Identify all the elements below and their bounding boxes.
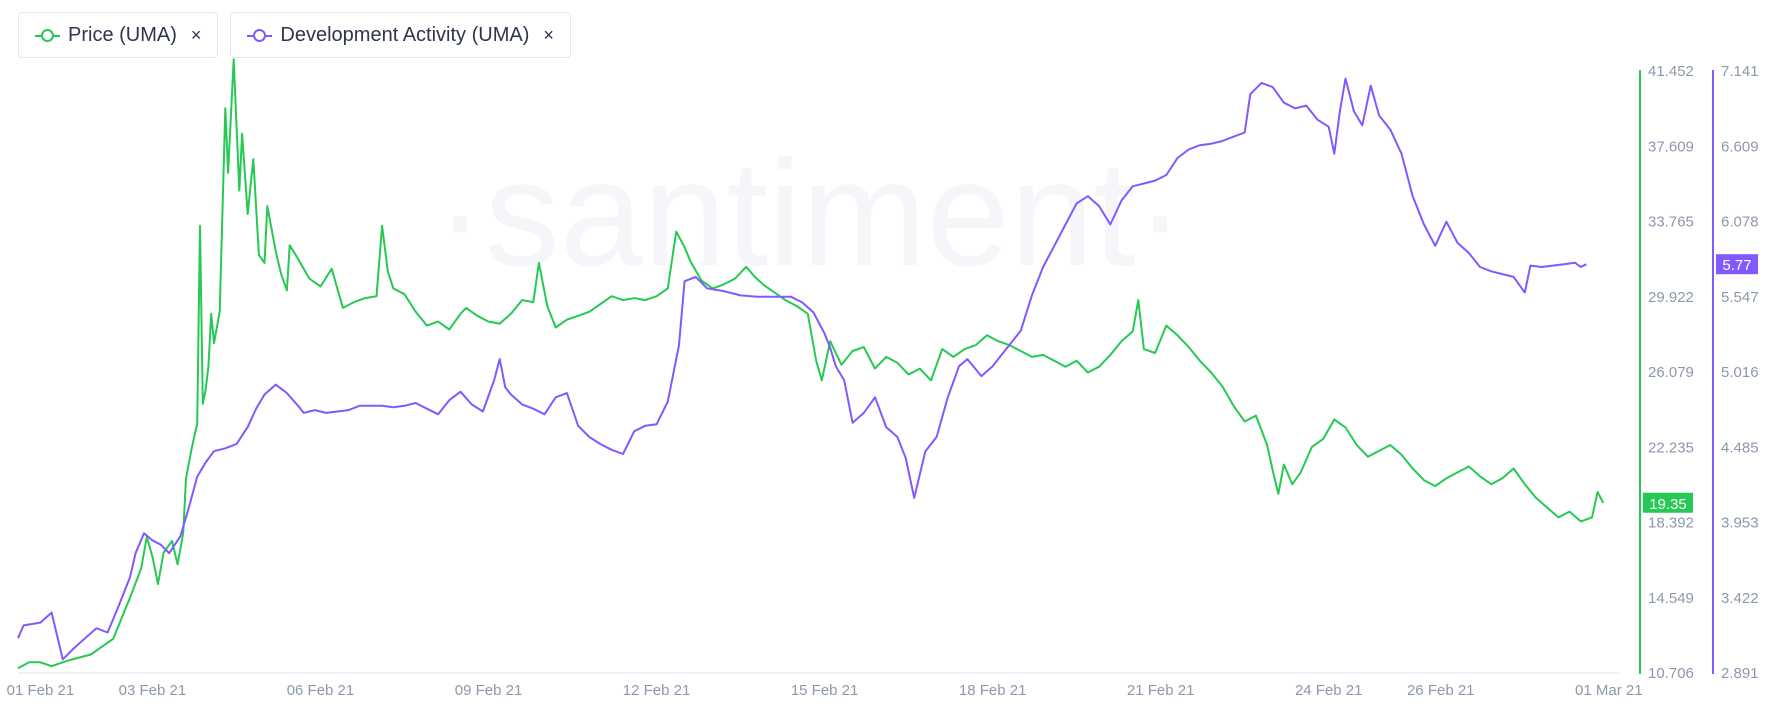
x-tick-label: 24 Feb 21 bbox=[1295, 682, 1363, 699]
legend-chip-dev-activity[interactable]: Development Activity (UMA) × bbox=[230, 12, 571, 58]
dev-activity-last-value-badge bbox=[1716, 254, 1758, 275]
price-axis-tick-label: 22.235 bbox=[1648, 439, 1694, 456]
dev-activity-last-value-label: 5.77 bbox=[1722, 257, 1751, 274]
price-axis-tick-label: 37.609 bbox=[1648, 138, 1694, 155]
legend-chip-price[interactable]: Price (UMA) × bbox=[18, 12, 219, 58]
dev-activity-axis-tick-label: 3.953 bbox=[1721, 515, 1759, 532]
x-tick-label: 09 Feb 21 bbox=[455, 682, 523, 699]
price-line-icon bbox=[35, 28, 60, 42]
plot-area bbox=[17, 58, 1605, 670]
dev-activity-axis-tick-label: 4.485 bbox=[1721, 439, 1759, 456]
dev-activity-axis-tick-label: 7.141 bbox=[1721, 63, 1759, 80]
legend-label-price: Price (UMA) bbox=[68, 23, 177, 46]
dev-activity-axis-tick-label: 6.609 bbox=[1721, 138, 1759, 155]
x-tick-label: 21 Feb 21 bbox=[1127, 682, 1195, 699]
dev-activity-series-line bbox=[17, 77, 1587, 661]
dev-activity-axis-tick-label: 3.422 bbox=[1721, 590, 1759, 607]
x-tick-label: 15 Feb 21 bbox=[791, 682, 859, 699]
price-axis-tick-label: 26.079 bbox=[1648, 364, 1694, 381]
watermark: ·santiment· bbox=[435, 129, 1185, 297]
x-axis: 01 Feb 21 03 Feb 21 06 Feb 21 09 Feb 21 12 F… bbox=[7, 672, 1643, 699]
price-axis-tick-label: 33.765 bbox=[1648, 214, 1694, 231]
x-tick-label: 26 Feb 21 bbox=[1407, 682, 1475, 699]
dev-activity-axis-tick-label: 5.547 bbox=[1721, 289, 1759, 306]
price-series-line bbox=[17, 58, 1605, 670]
dev-activity-line-icon bbox=[247, 28, 273, 42]
price-last-value-badge bbox=[1643, 492, 1693, 513]
x-tick-label: 03 Feb 21 bbox=[119, 682, 187, 699]
x-tick-label: 18 Feb 21 bbox=[959, 682, 1027, 699]
price-axis-tick-label: 10.706 bbox=[1648, 665, 1694, 682]
x-tick-label: 06 Feb 21 bbox=[287, 682, 355, 699]
price-axis: 41.452 37.609 33.765 29.922 26.079 22.235 18.3… bbox=[1639, 63, 1694, 682]
legend: Price (UMA) × Development Activity (UMA)… bbox=[18, 12, 571, 58]
close-icon[interactable]: × bbox=[190, 24, 202, 45]
price-axis-tick-label: 41.452 bbox=[1648, 63, 1694, 80]
dev-activity-axis: 7.141 6.609 6.078 5.547 5.016 4.485 3.953 3.422… bbox=[1712, 63, 1759, 682]
dev-activity-axis-tick-label: 6.078 bbox=[1721, 214, 1759, 231]
price-axis-tick-label: 18.392 bbox=[1648, 515, 1694, 532]
dev-activity-axis-tick-label: 5.016 bbox=[1721, 364, 1759, 381]
price-axis-tick-label: 29.922 bbox=[1648, 289, 1694, 306]
dev-activity-axis-tick-label: 2.891 bbox=[1721, 665, 1759, 682]
close-icon[interactable]: × bbox=[543, 24, 554, 45]
price-last-value-label: 19.35 bbox=[1649, 496, 1687, 513]
x-tick-label: 01 Mar 21 bbox=[1575, 682, 1643, 699]
x-tick-label: 01 Feb 21 bbox=[7, 682, 75, 699]
price-axis-tick-label: 14.549 bbox=[1648, 590, 1694, 607]
x-tick-label: 12 Feb 21 bbox=[623, 682, 691, 699]
legend-label-dev-activity: Development Activity (UMA) bbox=[280, 23, 530, 46]
